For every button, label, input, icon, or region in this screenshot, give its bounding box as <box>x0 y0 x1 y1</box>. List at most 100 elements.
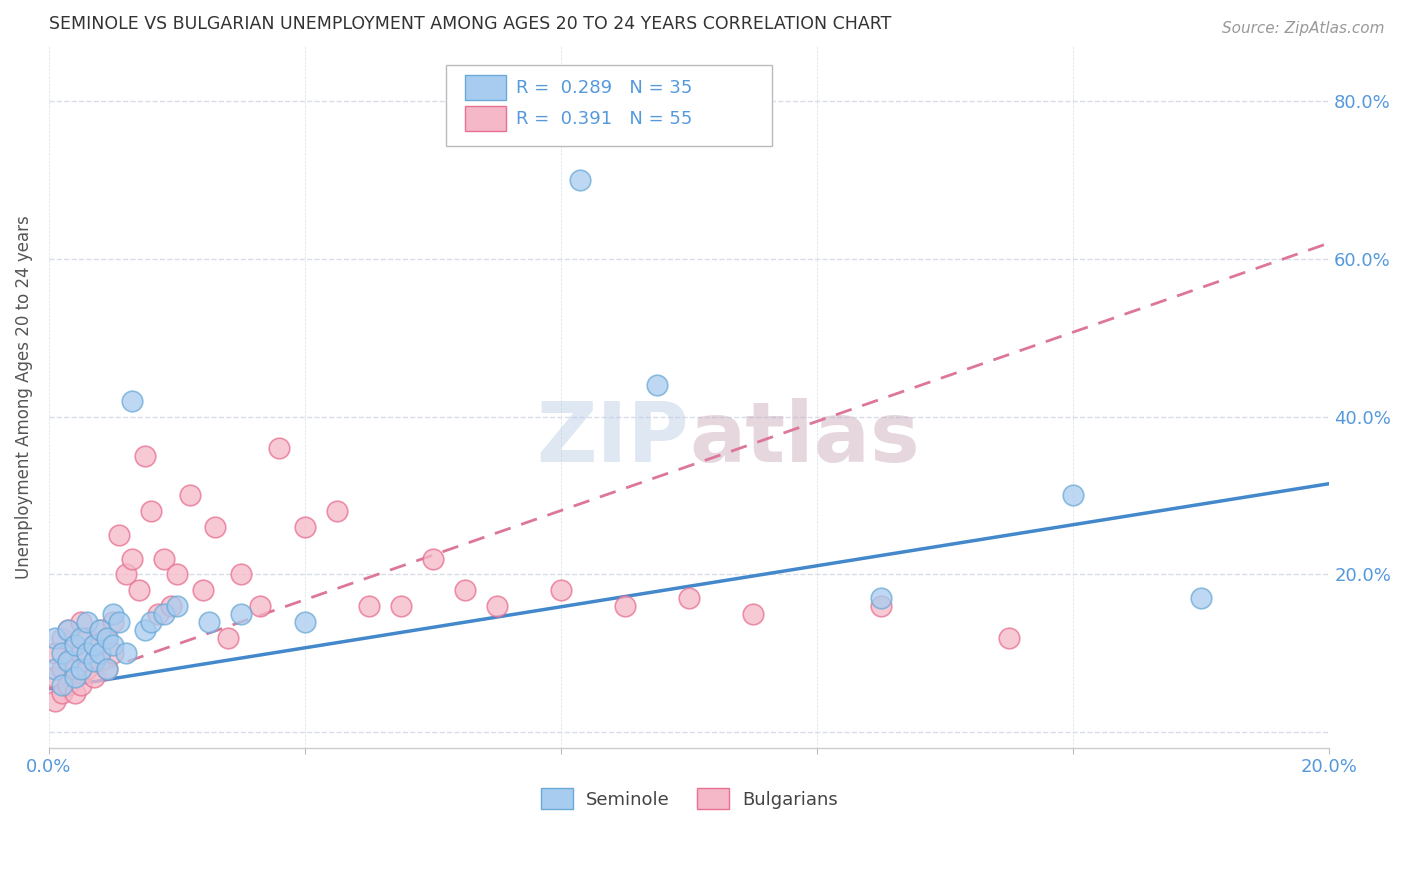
Text: ZIP: ZIP <box>537 399 689 480</box>
Point <box>870 591 893 606</box>
Point <box>89 623 111 637</box>
Point <box>101 639 124 653</box>
Point <box>114 567 136 582</box>
Point <box>121 393 143 408</box>
Point <box>44 670 66 684</box>
Point <box>141 615 163 629</box>
Point <box>569 173 592 187</box>
Point <box>422 551 444 566</box>
Point <box>998 631 1021 645</box>
Point <box>63 639 86 653</box>
Point <box>70 646 93 660</box>
Point <box>146 607 169 621</box>
Y-axis label: Unemployment Among Ages 20 to 24 years: Unemployment Among Ages 20 to 24 years <box>15 215 32 579</box>
Point <box>96 662 118 676</box>
Point <box>229 607 252 621</box>
Point <box>326 504 349 518</box>
Point <box>153 551 176 566</box>
Point <box>89 654 111 668</box>
FancyBboxPatch shape <box>465 75 506 101</box>
Point <box>121 551 143 566</box>
Point <box>153 607 176 621</box>
Point <box>389 599 412 613</box>
Point <box>83 654 105 668</box>
Point <box>454 583 477 598</box>
Point <box>70 662 93 676</box>
Point <box>1189 591 1212 606</box>
Point <box>614 599 637 613</box>
Point <box>357 599 380 613</box>
Point <box>89 623 111 637</box>
Point <box>51 678 73 692</box>
Point <box>83 639 105 653</box>
Point <box>645 378 668 392</box>
FancyBboxPatch shape <box>446 65 772 146</box>
Point <box>128 583 150 598</box>
Point <box>63 662 86 676</box>
Point <box>108 528 131 542</box>
Point <box>159 599 181 613</box>
Point <box>550 583 572 598</box>
Point <box>101 615 124 629</box>
Point <box>101 607 124 621</box>
Point <box>294 520 316 534</box>
Point <box>70 615 93 629</box>
Legend: Seminole, Bulgarians: Seminole, Bulgarians <box>533 781 845 816</box>
Point <box>191 583 214 598</box>
Point <box>56 654 79 668</box>
Point <box>166 567 188 582</box>
Point <box>134 449 156 463</box>
Point <box>742 607 765 621</box>
Point <box>83 639 105 653</box>
Point <box>141 504 163 518</box>
Text: SEMINOLE VS BULGARIAN UNEMPLOYMENT AMONG AGES 20 TO 24 YEARS CORRELATION CHART: SEMINOLE VS BULGARIAN UNEMPLOYMENT AMONG… <box>49 15 891 33</box>
Point <box>76 646 98 660</box>
Point <box>217 631 239 645</box>
Point <box>83 670 105 684</box>
Point <box>1062 488 1084 502</box>
Point <box>96 631 118 645</box>
Point <box>101 646 124 660</box>
Point <box>294 615 316 629</box>
Text: Source: ZipAtlas.com: Source: ZipAtlas.com <box>1222 21 1385 36</box>
Point <box>76 662 98 676</box>
Point <box>44 662 66 676</box>
Text: R =  0.391   N = 55: R = 0.391 N = 55 <box>516 110 693 128</box>
FancyBboxPatch shape <box>465 106 506 131</box>
Point <box>44 646 66 660</box>
Point <box>51 662 73 676</box>
Point <box>51 631 73 645</box>
Point <box>44 631 66 645</box>
Point <box>76 615 98 629</box>
Point <box>166 599 188 613</box>
Point <box>134 623 156 637</box>
Point <box>70 678 93 692</box>
Point <box>51 646 73 660</box>
Point <box>56 623 79 637</box>
Point <box>70 631 93 645</box>
Point <box>108 615 131 629</box>
Point <box>76 631 98 645</box>
Point <box>96 631 118 645</box>
Point <box>51 686 73 700</box>
Point <box>229 567 252 582</box>
Point <box>56 623 79 637</box>
Point <box>204 520 226 534</box>
Point <box>63 639 86 653</box>
Point <box>63 686 86 700</box>
Point <box>96 662 118 676</box>
Point <box>114 646 136 660</box>
Point <box>678 591 700 606</box>
Point <box>269 441 291 455</box>
Point <box>198 615 221 629</box>
Point <box>89 646 111 660</box>
Point <box>870 599 893 613</box>
Point <box>486 599 509 613</box>
Point <box>56 654 79 668</box>
Point <box>63 670 86 684</box>
Point <box>44 694 66 708</box>
Point <box>249 599 271 613</box>
Point <box>56 678 79 692</box>
Text: R =  0.289   N = 35: R = 0.289 N = 35 <box>516 78 693 97</box>
Text: atlas: atlas <box>689 399 920 480</box>
